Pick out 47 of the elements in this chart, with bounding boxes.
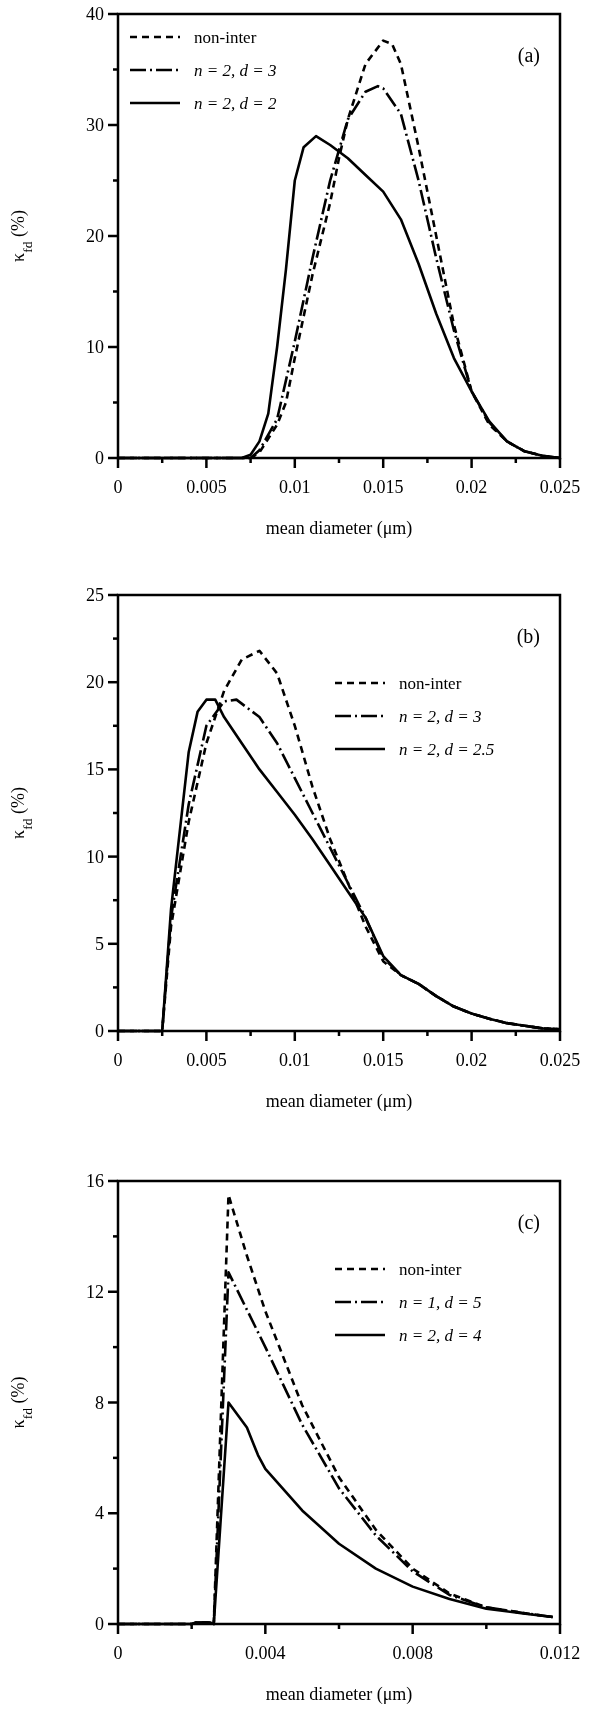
y-tick-label: 4 xyxy=(95,1503,104,1524)
y-tick-label: 0 xyxy=(95,1021,104,1041)
annotation: (c) xyxy=(517,1211,540,1234)
x-tick-label: 0.008 xyxy=(392,1643,433,1663)
x-tick-label: 0.01 xyxy=(279,1050,311,1070)
x-tick-label: 0.004 xyxy=(245,1643,286,1663)
legend-label: n = 2, d = 3 xyxy=(399,707,482,726)
legend-label: n = 2, d = 2 xyxy=(194,94,277,113)
y-tick-label: 15 xyxy=(86,759,104,780)
y-tick-label: 0 xyxy=(95,1614,104,1634)
legend-label: non-inter xyxy=(194,28,257,47)
y-tick-label: 25 xyxy=(86,585,104,605)
x-tick-label: 0.025 xyxy=(539,477,581,497)
x-tick-label: 0.01 xyxy=(279,477,311,497)
x-tick-label: 0.015 xyxy=(362,477,404,497)
y-tick-label: 10 xyxy=(86,846,104,867)
legend-label: n = 2, d = 3 xyxy=(194,61,277,80)
x-tick-label: 0.015 xyxy=(362,1050,404,1070)
x-tick-label: 0 xyxy=(113,477,123,497)
legend-label: non-inter xyxy=(399,1260,462,1279)
x-axis-title: mean diameter (μm) xyxy=(265,518,413,539)
x-tick-label: 0.025 xyxy=(539,1050,581,1070)
x-tick-label: 0.02 xyxy=(455,1050,488,1070)
annotation: (b) xyxy=(516,625,540,648)
y-tick-label: 8 xyxy=(95,1392,104,1413)
x-axis-title: mean diameter (μm) xyxy=(265,1091,413,1112)
annotation: (a) xyxy=(517,44,540,67)
x-axis-title: mean diameter (μm) xyxy=(265,1684,413,1705)
y-tick-label: 5 xyxy=(95,933,104,954)
y-tick-label: 12 xyxy=(86,1281,104,1302)
y-tick-label: 0 xyxy=(95,448,104,468)
legend-label: non-inter xyxy=(399,674,462,693)
y-tick-label: 20 xyxy=(86,226,104,246)
x-tick-label: 0.005 xyxy=(186,1050,227,1070)
y-tick-label: 40 xyxy=(86,4,104,24)
x-tick-label: 0.012 xyxy=(539,1643,581,1663)
x-tick-label: 0.005 xyxy=(186,477,227,497)
x-tick-label: 0 xyxy=(113,1050,123,1070)
legend-label: n = 2, d = 4 xyxy=(399,1326,482,1345)
y-tick-label: 10 xyxy=(86,337,104,357)
y-tick-label: 30 xyxy=(86,115,104,135)
x-tick-label: 0 xyxy=(113,1643,123,1663)
legend-label: n = 1, d = 5 xyxy=(399,1293,482,1312)
x-tick-label: 0.02 xyxy=(455,477,488,497)
legend-label: n = 2, d = 2.5 xyxy=(399,740,495,759)
y-tick-label: 20 xyxy=(86,672,104,693)
y-tick-label: 16 xyxy=(86,1171,104,1191)
